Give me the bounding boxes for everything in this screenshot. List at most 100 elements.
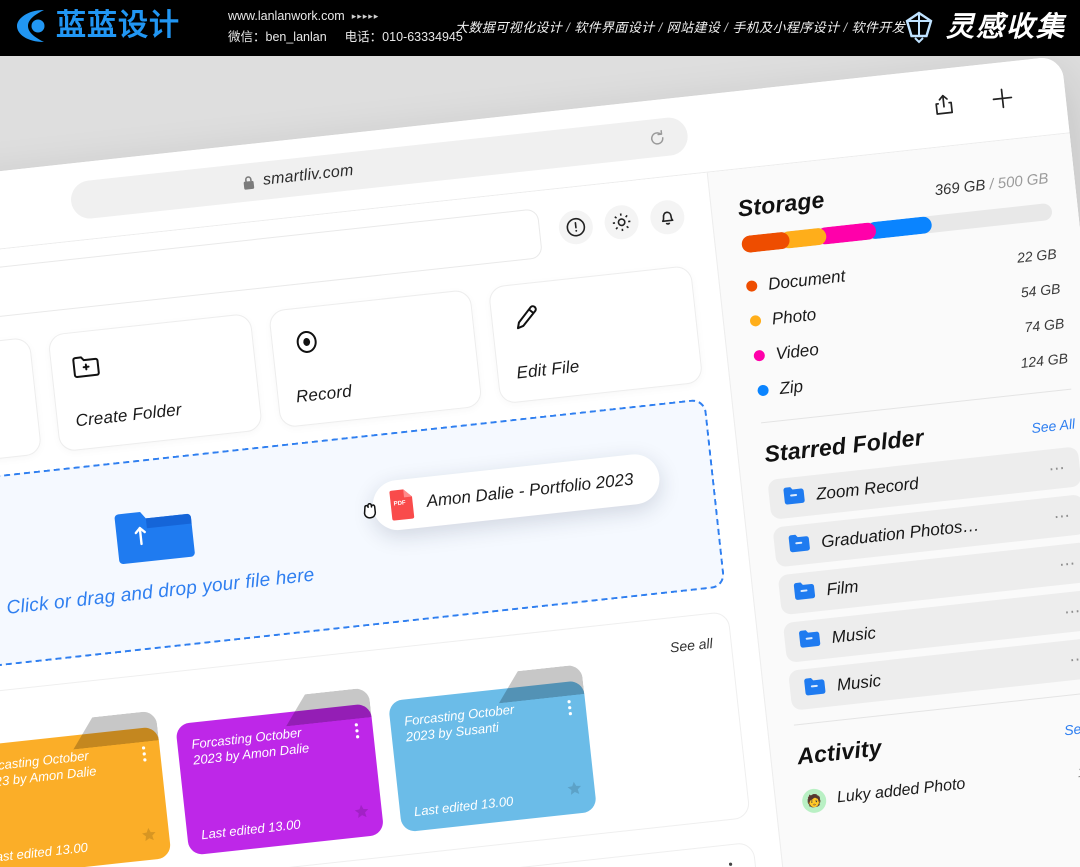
- shared-files-table: Shared by Date Size: [0, 841, 766, 867]
- banner-logo[interactable]: 蓝蓝设计: [14, 6, 180, 46]
- folder-more-icon[interactable]: ⋯: [1063, 602, 1080, 622]
- folder-card[interactable]: Forcasting October 2023 by Amon Dalie La…: [0, 726, 172, 867]
- card-meta: Last edited 13.00: [200, 816, 302, 843]
- info-icon[interactable]: [556, 207, 596, 252]
- card-more-icon[interactable]: [141, 746, 147, 767]
- legend-dot-video: [753, 349, 766, 362]
- legend-value: 22 GB: [1016, 245, 1058, 266]
- card-title: Forcasting October 2023 by Amon Dalie: [0, 747, 98, 791]
- storage-used: 369 GB: [933, 176, 987, 200]
- list-item[interactable]: Music ⋯: [788, 637, 1080, 711]
- app-body: Search file or folder: [0, 133, 1080, 867]
- card-more-icon[interactable]: [354, 723, 360, 744]
- legend-value: 74 GB: [1023, 314, 1065, 335]
- service-1: 软件界面设计: [574, 20, 655, 35]
- quick-action-label: Record: [295, 381, 353, 407]
- list-item[interactable]: Film ⋯: [777, 541, 1080, 616]
- card-star-icon[interactable]: [140, 826, 158, 849]
- card-star-icon[interactable]: [353, 803, 371, 826]
- folder-name: Music: [830, 623, 877, 647]
- address-bar[interactable]: smartliv.com: [69, 115, 690, 221]
- right-sidebar: Storage 369 GB / 500 GB: [706, 133, 1080, 867]
- legend-label: Video: [774, 339, 820, 363]
- site-banner: 蓝蓝设计 www.lanlanwork.com ▸▸▸▸▸ 微信：ben_lan…: [0, 0, 1080, 56]
- starred-title: Starred Folder: [763, 423, 925, 468]
- table-more-icon[interactable]: [728, 862, 734, 867]
- folder-icon: [782, 484, 806, 510]
- legend-value: 124 GB: [1019, 349, 1069, 371]
- quick-action-record[interactable]: Record: [267, 288, 483, 429]
- legend-dot-photo: [749, 314, 762, 327]
- storage-separator: /: [988, 175, 995, 194]
- service-0: 大数据可视化设计: [455, 20, 563, 35]
- storage-panel: Storage 369 GB / 500 GB: [736, 162, 1069, 408]
- recent-cards: Forcasting October 2023 by Rifki Last ed…: [0, 666, 729, 867]
- quick-actions: Upload Create Folder Record: [0, 251, 705, 492]
- starred-see-all-link[interactable]: See All: [1030, 415, 1076, 437]
- share-icon[interactable]: [933, 93, 955, 117]
- banner-brand: 灵感收集: [901, 7, 1066, 47]
- service-3: 手机及小程序设计: [732, 20, 840, 35]
- folder-name: Film: [825, 576, 860, 600]
- grab-hand-icon: [358, 495, 387, 529]
- quick-action-label: Create Folder: [74, 399, 183, 431]
- folder-icon: [798, 627, 822, 653]
- svg-text:PDF: PDF: [393, 500, 406, 507]
- gear-icon[interactable]: [602, 202, 642, 247]
- folder-more-icon[interactable]: ⋯: [1058, 555, 1078, 574]
- folder-name: Graduation Photos…: [820, 515, 981, 552]
- list-item[interactable]: Music ⋯: [782, 589, 1080, 663]
- legend-value: 54 GB: [1019, 279, 1062, 301]
- service-4: 软件开发: [851, 20, 906, 35]
- banner-logo-text: 蓝蓝设计: [56, 9, 180, 42]
- mockup-viewport: smartliv.com Search file or: [0, 56, 1080, 867]
- arrows-icon: ▸▸▸▸▸: [351, 11, 380, 21]
- dragged-file-chip[interactable]: PDF Amon Dalie - Portfolio 2023: [363, 451, 662, 533]
- banner-contact: www.lanlanwork.com ▸▸▸▸▸ 微信：ben_lanlan 电…: [228, 6, 463, 48]
- quick-action-create-folder[interactable]: Create Folder: [47, 312, 263, 453]
- upload-folder-icon: [111, 500, 198, 575]
- record-icon: [289, 310, 458, 365]
- folder-more-icon[interactable]: ⋯: [1053, 507, 1072, 527]
- banner-services: 大数据可视化设计 / 软件界面设计 / 网站建设 / 手机及小程序设计 / 软件开发: [455, 20, 906, 35]
- card-title: Forcasting October 2023 by Amon Dalie: [190, 724, 310, 768]
- legend-label: Zip: [778, 376, 804, 398]
- reload-icon[interactable]: [648, 129, 667, 148]
- folder-card[interactable]: Forcasting October 2023 by Amon Dalie La…: [175, 703, 385, 856]
- card-meta: Last edited 13.00: [413, 793, 515, 820]
- lock-icon: [241, 174, 256, 190]
- list-item[interactable]: Zoom Record ⋯: [767, 446, 1080, 520]
- card-star-icon[interactable]: [566, 780, 584, 803]
- plus-icon[interactable]: [990, 86, 1014, 110]
- list-item[interactable]: Graduation Photos… ⋯: [772, 494, 1080, 568]
- legend-dot-document: [745, 280, 758, 293]
- url-text: smartliv.com: [262, 161, 355, 189]
- browser-chrome: smartliv.com: [0, 56, 1070, 274]
- lanlan-logo-icon: [14, 7, 50, 45]
- file-dropzone[interactable]: Click or drag and drop your file here PD…: [0, 398, 726, 682]
- activity-title: Activity: [795, 734, 883, 770]
- bell-icon[interactable]: [647, 197, 687, 242]
- service-2: 网站建设: [666, 20, 721, 35]
- quick-action-edit-file[interactable]: Edit File: [488, 265, 704, 405]
- folder-more-icon[interactable]: ⋯: [1047, 459, 1067, 479]
- activity-panel: Activity See All 🧑 Luky added Photo 12.3…: [796, 710, 1080, 822]
- folder-card[interactable]: Forcasting October 2023 by Susanti Last …: [387, 680, 598, 833]
- recent-files-panel: See all Forcasting October 2023 by Rifki…: [0, 611, 751, 867]
- card-more-icon[interactable]: [567, 700, 573, 721]
- folder-name: Music: [835, 670, 883, 695]
- quick-action-upload[interactable]: Upload: [0, 336, 43, 477]
- legend-label: Document: [767, 265, 847, 294]
- folder-icon: [792, 580, 816, 606]
- browser-window: smartliv.com Search file or: [0, 56, 1080, 867]
- storage-legend: Document 22 GB Photo 54 GB Video 74 GB: [744, 236, 1069, 409]
- app-topbar: Search file or folder: [0, 176, 689, 345]
- banner-phone: 电话：010-63334945: [344, 30, 463, 44]
- recent-see-all-link[interactable]: See all: [669, 634, 714, 656]
- starred-list: Zoom Record ⋯ Graduation Photos… ⋯: [767, 446, 1080, 711]
- activity-see-all-link[interactable]: See All: [1063, 718, 1080, 739]
- legend-label: Photo: [770, 304, 818, 329]
- folder-more-icon[interactable]: ⋯: [1068, 650, 1080, 670]
- main-column: Search file or folder: [0, 172, 809, 867]
